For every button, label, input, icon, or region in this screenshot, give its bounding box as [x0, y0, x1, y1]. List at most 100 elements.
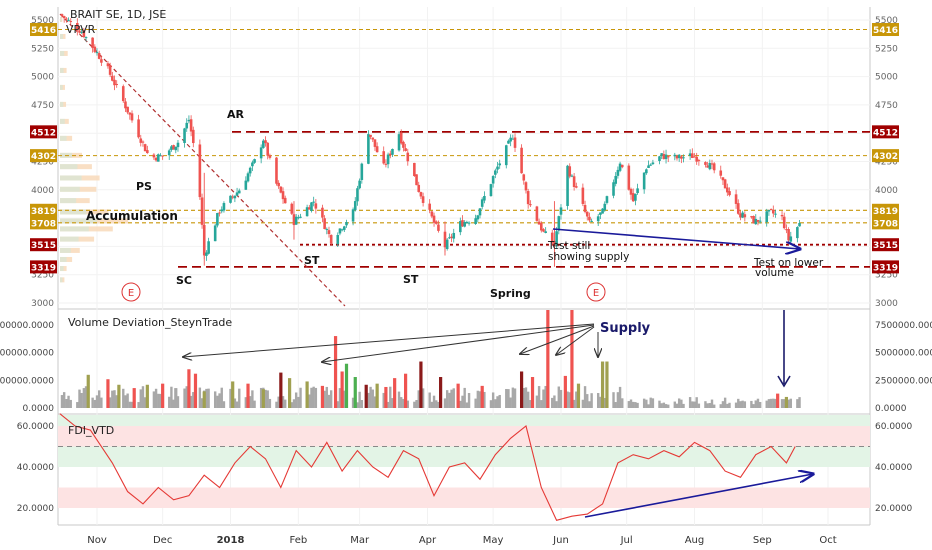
candle-body [575, 186, 578, 188]
candle-body [680, 156, 683, 159]
candle-body [213, 225, 217, 242]
volume-bar [769, 398, 773, 408]
candle-body [721, 177, 725, 181]
candle-body [310, 202, 313, 211]
volume-bar [612, 392, 615, 408]
volume-bar [675, 403, 679, 408]
candle-body [529, 204, 532, 206]
candle-body [106, 63, 110, 67]
volume-spike [519, 371, 524, 408]
profile-bar-sell [60, 256, 67, 262]
candle-body [159, 155, 162, 157]
volume-bar [752, 404, 755, 408]
volume-bar [474, 398, 477, 408]
candle-body [95, 52, 99, 54]
candle-body [544, 231, 547, 233]
volume-spike [776, 393, 780, 408]
candle-body [570, 175, 574, 177]
candle-body [566, 165, 569, 206]
volume-bar [662, 402, 666, 408]
volume-spike [174, 388, 178, 408]
candle-body [382, 151, 386, 164]
candle-body [568, 166, 572, 177]
volume-bar [367, 392, 370, 408]
volume-bar [596, 393, 600, 408]
candle-body [452, 232, 456, 239]
candle-body [187, 119, 191, 122]
candle-body [728, 191, 731, 196]
candle-body [616, 169, 620, 176]
time-axis-label: Jul [620, 535, 633, 546]
volume-bar [268, 398, 272, 408]
volume-bar [542, 389, 545, 408]
level-tag-left [30, 23, 57, 37]
candle-body [264, 140, 267, 144]
level-tag-right [872, 125, 899, 139]
volume-bar [343, 390, 346, 408]
volume-bar [586, 394, 589, 408]
volume-bar [645, 399, 648, 408]
level-tag-left [30, 125, 57, 139]
volume-spike [605, 361, 609, 408]
volume-bar [111, 390, 114, 408]
volume-bar [78, 389, 81, 408]
candle-body [183, 128, 186, 144]
volume-bar [259, 387, 263, 408]
time-axis-label: 2018 [217, 535, 245, 546]
volume-bar [498, 394, 501, 408]
volume-bar [728, 402, 731, 408]
volume-spike [340, 371, 344, 408]
candle-body [524, 182, 528, 191]
candle-body [478, 208, 482, 216]
volume-bar [535, 395, 539, 408]
st-label-1: ST [304, 254, 320, 267]
candle-body [406, 152, 410, 162]
candle-body [360, 163, 364, 180]
candle-body [739, 213, 742, 218]
volume-bar [616, 392, 620, 408]
candle-body [345, 222, 348, 226]
candle-body [723, 179, 727, 189]
candle-body [756, 219, 760, 222]
price-tick-right: 5250 [875, 44, 898, 54]
volume-bar [360, 400, 364, 408]
volume-bar [551, 397, 554, 408]
volume-bar [159, 393, 162, 408]
volume-bar [758, 401, 762, 408]
volume-bar [238, 388, 241, 408]
volume-bar [647, 404, 650, 408]
candle-body [154, 157, 158, 161]
candle-body [620, 164, 624, 168]
candle-body [688, 153, 692, 156]
volume-bar [632, 401, 635, 408]
volume-bar [139, 389, 142, 408]
volume-bar [649, 397, 652, 408]
profile-bar-sell [60, 198, 77, 204]
level-tag-right [872, 23, 899, 37]
volume-bar [544, 385, 547, 408]
candle-body [750, 216, 753, 218]
volume-bar [603, 397, 606, 408]
volume-bar [555, 401, 558, 408]
volume-bar [369, 386, 372, 408]
volume-bar [634, 402, 637, 408]
candle-body [84, 37, 88, 39]
volume-bar [351, 397, 355, 408]
candle-body [636, 188, 639, 194]
test-lower-label-1: Test on lower [753, 257, 824, 269]
volume-bar [80, 392, 83, 408]
volume-bar [220, 387, 223, 408]
volume-bar [642, 398, 646, 408]
candle-body [115, 83, 118, 85]
volume-bar [108, 397, 112, 408]
volume-bar [704, 401, 707, 408]
volume-bar [198, 387, 202, 408]
volume-tick-left: 0.0000 [23, 404, 55, 414]
volume-bar [115, 395, 118, 408]
candle-body [62, 16, 66, 19]
candle-body [710, 163, 714, 165]
price-divergence-arrow [552, 228, 800, 249]
volume-tick-right: 0.0000 [875, 404, 907, 414]
candle-body [415, 174, 418, 186]
